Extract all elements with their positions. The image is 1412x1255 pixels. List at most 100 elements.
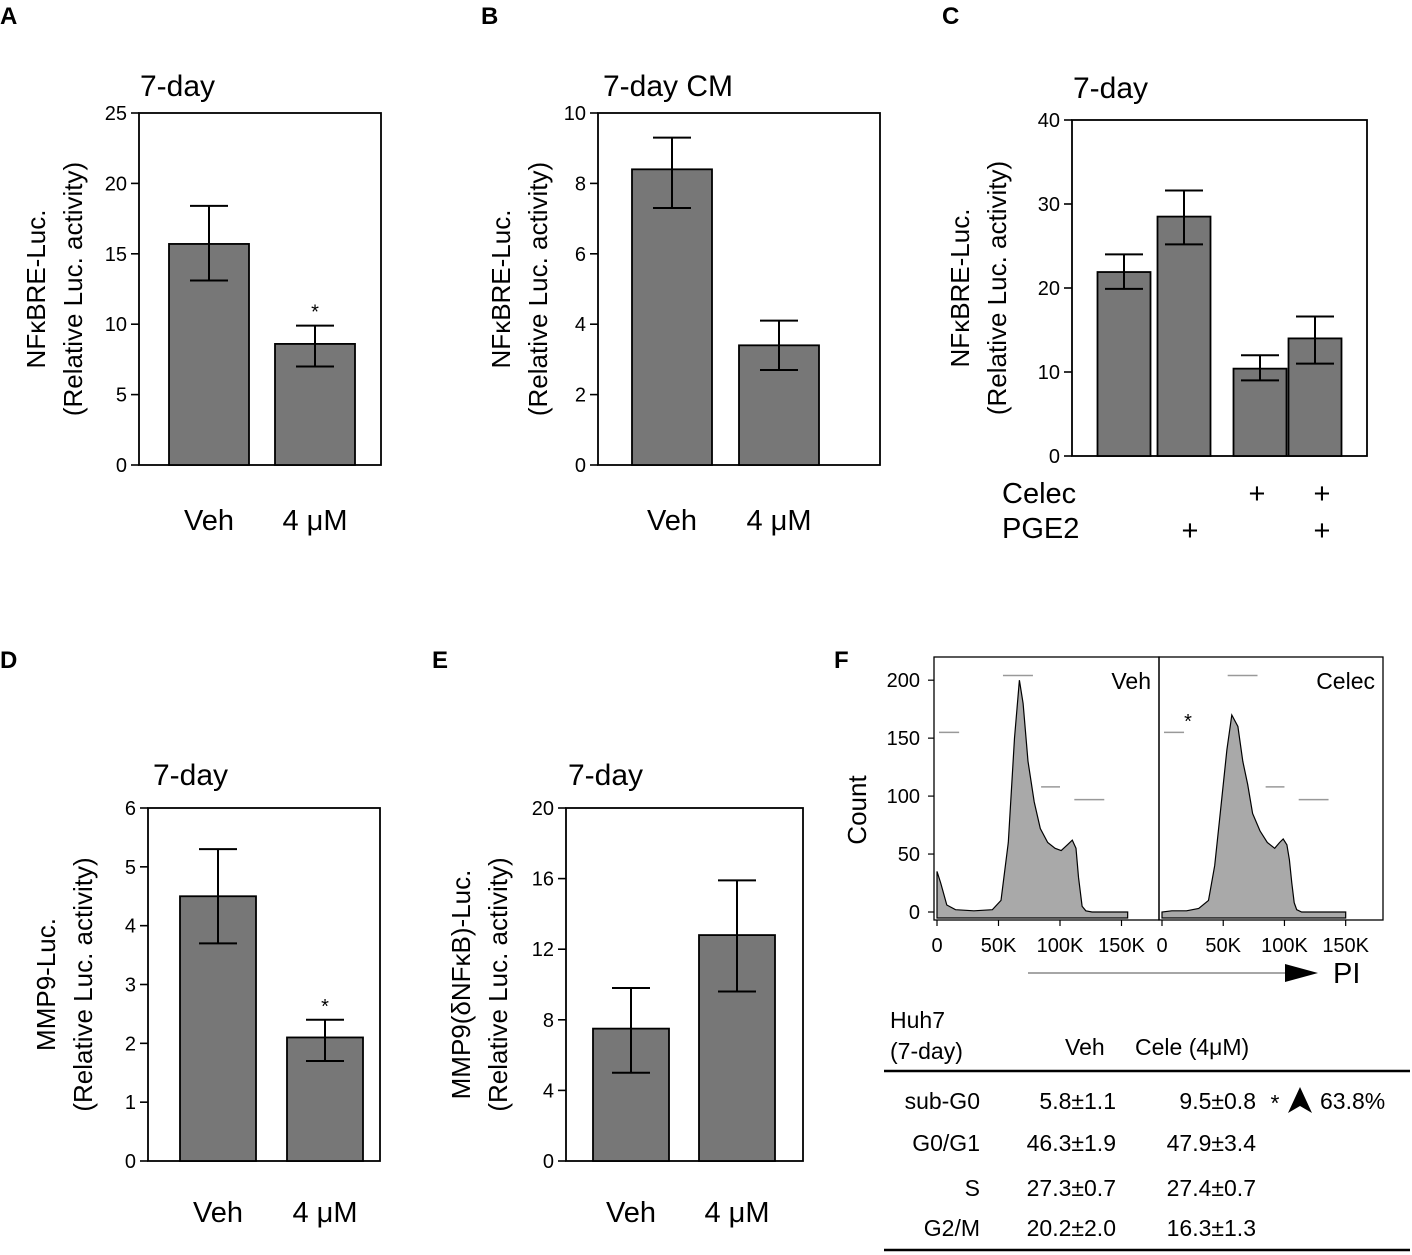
condition-label-celec: Celec [1002,478,1076,510]
y-tick-label: 10 [105,314,127,336]
table-cele-value: 16.3±1.3 [1167,1215,1256,1241]
y-axis-label-d-line2: (Relative Luc. activity) [68,857,98,1111]
condition-mark: + [1314,478,1331,510]
chart-title-e: 7-day [568,759,643,792]
y-tick-label: 4 [543,1080,554,1102]
y-tick-label: 0 [575,455,586,477]
y-tick-label: 15 [105,244,127,266]
table-header-veh: Veh [1065,1034,1105,1060]
pi-arrow-head [1285,964,1318,982]
table-cele-value: 27.4±0.7 [1167,1175,1256,1201]
category-label: 4 μM [292,1197,357,1229]
x-tick-label: 150K [1098,935,1145,957]
table-phase-label: sub-G0 [905,1088,980,1114]
bar-c-3 [1232,367,1288,457]
table-veh-value: 20.2±2.0 [1027,1215,1116,1241]
x-axis-label-pi: PI [1333,958,1360,990]
y-tick-label: 10 [564,103,586,125]
plot-frame [138,112,382,466]
y-tick-label: 6 [575,244,586,266]
x-tick-label: 0 [931,935,942,957]
histogram-frame [1158,656,1384,921]
significance-marker: * [311,302,319,324]
y-axis-label-e: MMP9(δNFκB)-Luc. [446,870,476,1100]
y-tick-label: 20 [105,173,127,195]
bar-b-1 [631,168,713,466]
chart-panel-d: 7-day MMP9-Luc. (Relative Luc. activity) 0 1… [31,759,381,1229]
significance-marker: * [321,996,329,1018]
table-veh-value: 27.3±0.7 [1027,1175,1116,1201]
chart-panel-e: 7-day MMP9(δNFκB)-Luc. (Relative Luc. acti… [446,759,804,1229]
y-tick-label: 8 [543,1010,554,1032]
y-axis-label-d: MMP9-Luc. [31,918,61,1051]
x-tick-label: 50K [1205,935,1241,957]
table-header-cele: Cele (4μM) [1135,1034,1249,1060]
chart-title-c: 7-day [1073,72,1148,105]
y-tick-label: 0 [543,1151,554,1173]
category-label: Veh [647,505,697,537]
y-axis-label-e-line2: (Relative Luc. activity) [483,857,513,1111]
histogram-title: Celec [1316,668,1375,694]
table-cele-value: 9.5±0.8 [1179,1088,1256,1114]
y-tick-label: 2 [575,385,586,407]
x-tick-label: 150K [1322,935,1369,957]
x-tick-label: 100K [1037,935,1084,957]
y-tick-label: 5 [125,857,136,879]
y-tick-label: 12 [532,939,554,961]
y-tick-label: 10 [1038,362,1060,384]
chart-title-a: 7-day [140,70,215,103]
y-tick-label: 200 [887,670,920,692]
panel-label-e: E [432,647,448,674]
table-veh-value: 5.8±1.1 [1039,1088,1116,1114]
panel-label-b: B [481,3,498,30]
chart-title-b: 7-day CM [603,70,733,103]
panel-label-f: F [834,647,849,674]
table-cele-value: 47.9±3.4 [1167,1130,1257,1156]
y-tick-label: 0 [116,455,127,477]
table-phase-label: G0/G1 [912,1130,980,1156]
x-tick-label: 0 [1156,935,1167,957]
y-tick-label: 1 [125,1092,136,1114]
panel-label-a: A [0,3,17,30]
condition-mark: + [1314,515,1331,547]
cell-cycle-table: Huh7 (7-day) Veh Cele (4μM) sub-G0 5.8±1.… [884,1007,1410,1252]
table-veh-value: 46.3±1.9 [1027,1130,1116,1156]
condition-mark: + [1182,515,1199,547]
sub-g0-marker: * [1184,711,1192,733]
panel-label-c: C [942,3,959,30]
histogram-celec [1161,713,1347,919]
y-tick-label: 100 [887,786,920,808]
category-label: Veh [606,1197,656,1229]
table-title-line1: Huh7 [890,1007,945,1033]
y-tick-label: 20 [1038,278,1060,300]
y-tick-label: 150 [887,728,920,750]
y-tick-label: 30 [1038,194,1060,216]
bar-c-1 [1096,271,1152,457]
bar-c-2 [1156,215,1212,457]
y-tick-label: 20 [532,798,554,820]
increase-arrow-icon [1288,1087,1312,1113]
table-rows: sub-G0 5.8±1.1 9.5±0.8 * 63.8% G0/G1 46.3±1.9 4… [905,1087,1385,1241]
condition-mark: + [1249,478,1266,510]
y-axis-label-b-line2: (Relative Luc. activity) [523,162,553,416]
y-axis-label-b: NFκBRE-Luc. [486,210,516,369]
y-axis-label-a-line2: (Relative Luc. activity) [58,162,88,416]
histogram-veh [936,680,1129,919]
significance-marker: * [1271,1090,1280,1116]
category-label: 4 μM [746,505,811,537]
chart-panel-c: 7-day NFκBRE-Luc. (Relative Luc. activity)… [945,72,1368,468]
table-title-line2: (7-day) [890,1038,963,1064]
y-tick-label: 4 [125,916,136,938]
category-label: Veh [184,505,234,537]
table-phase-label: G2/M [924,1215,980,1241]
panel-label-d: D [0,647,17,674]
plot-frame [565,807,804,1162]
category-label: 4 μM [282,505,347,537]
x-tick-label: 50K [981,935,1017,957]
category-label: Veh [193,1197,243,1229]
y-tick-label: 8 [575,173,586,195]
y-axis-label-a: NFκBRE-Luc. [21,210,51,369]
histogram-title: Veh [1111,668,1151,694]
y-tick-label: 25 [105,103,127,125]
